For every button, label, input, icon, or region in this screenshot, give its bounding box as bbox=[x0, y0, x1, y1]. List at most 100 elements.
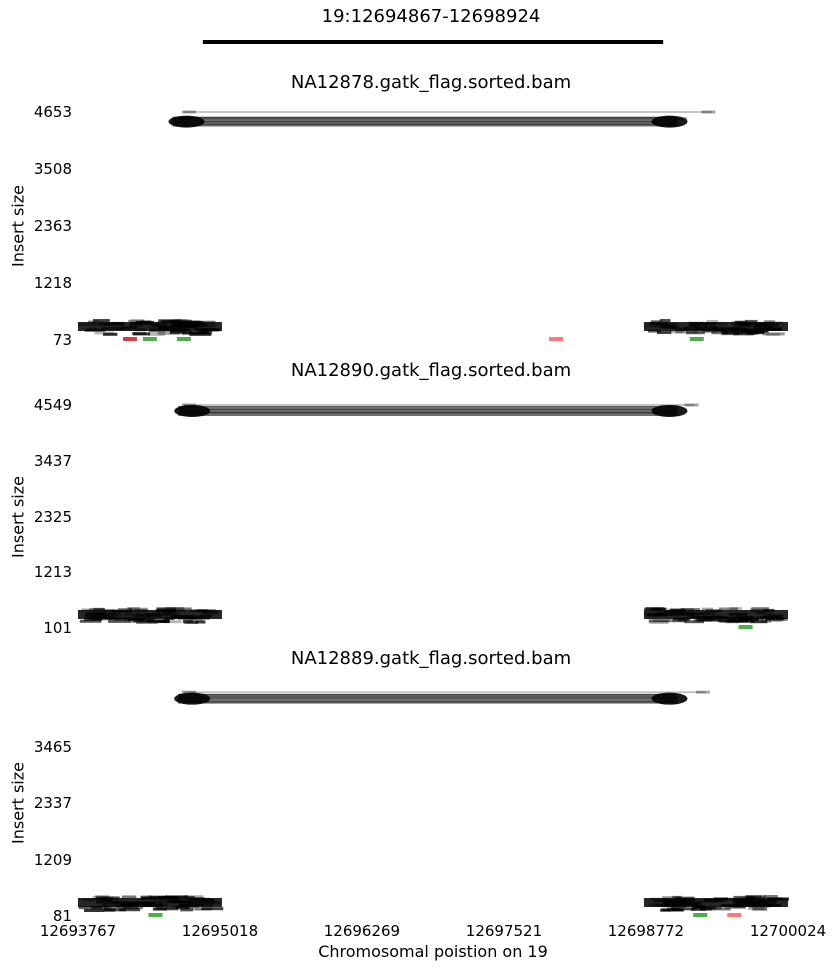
y-tick-label: 4549 bbox=[33, 396, 72, 414]
y-tick-label: 3437 bbox=[33, 451, 72, 470]
panel-title: NA12878.gatk_flag.sorted.bam bbox=[290, 72, 572, 93]
read-mark bbox=[128, 607, 148, 611]
read-mark bbox=[745, 319, 758, 323]
read-mark bbox=[92, 319, 110, 323]
y-tick-label: 3508 bbox=[33, 160, 72, 178]
read-mark bbox=[93, 607, 105, 611]
panel-title: NA12889.gatk_flag.sorted.bam bbox=[290, 648, 572, 669]
read-cluster bbox=[643, 322, 788, 331]
read-mark bbox=[701, 607, 714, 611]
read-mark bbox=[684, 620, 705, 624]
read-mark bbox=[83, 909, 105, 912]
read-mark bbox=[670, 330, 684, 334]
read-mark bbox=[92, 896, 109, 900]
read-mark bbox=[656, 330, 672, 334]
read-mark bbox=[161, 320, 178, 324]
read-mark bbox=[648, 329, 661, 333]
y-tick-label: 73 bbox=[52, 331, 72, 349]
read-mark bbox=[722, 331, 743, 335]
read-mark bbox=[746, 330, 764, 334]
read-cluster bbox=[78, 898, 222, 907]
read-mark bbox=[652, 619, 672, 623]
read-mark bbox=[90, 906, 112, 910]
read-pair-right-end bbox=[651, 115, 688, 128]
read-mark bbox=[659, 908, 672, 912]
read-mark bbox=[121, 895, 137, 899]
discordant-read bbox=[148, 913, 163, 917]
read-mark bbox=[79, 619, 102, 623]
read-mark bbox=[718, 619, 731, 623]
read-pair-right-end bbox=[651, 692, 688, 705]
read-mark bbox=[166, 907, 179, 911]
read-mark bbox=[152, 907, 167, 911]
discordant-read bbox=[176, 337, 191, 341]
y-tick-label: 1209 bbox=[33, 850, 72, 869]
read-cluster bbox=[78, 322, 222, 331]
read-mark bbox=[650, 607, 667, 611]
read-mark bbox=[695, 690, 710, 694]
read-mark bbox=[148, 332, 165, 336]
read-mark bbox=[94, 895, 110, 899]
read-mark bbox=[122, 906, 139, 910]
read-mark bbox=[700, 617, 716, 621]
read-mark bbox=[88, 320, 100, 324]
read-mark bbox=[749, 620, 768, 624]
panel-title: NA12890.gatk_flag.sorted.bam bbox=[290, 360, 572, 381]
read-mark bbox=[194, 620, 205, 624]
read-mark bbox=[175, 906, 190, 910]
read-mark bbox=[127, 607, 140, 611]
read-mark bbox=[140, 895, 152, 899]
y-axis-label: Insert size bbox=[8, 762, 28, 844]
read-mark bbox=[685, 331, 705, 335]
read-mark bbox=[765, 332, 780, 336]
read-mark bbox=[680, 608, 700, 612]
discordant-read bbox=[727, 913, 742, 917]
read-mark bbox=[706, 319, 718, 323]
x-axis-label: Chromosomal poistion on 19 bbox=[318, 942, 548, 961]
read-mark bbox=[117, 608, 133, 612]
discordant-read bbox=[549, 337, 564, 341]
read-mark bbox=[670, 608, 694, 612]
read-mark bbox=[148, 895, 167, 899]
read-mark bbox=[169, 319, 192, 323]
read-mark bbox=[711, 331, 728, 335]
read-mark bbox=[183, 618, 204, 622]
read-mark bbox=[130, 319, 145, 323]
read-mark bbox=[662, 896, 681, 900]
read-mark bbox=[728, 619, 744, 623]
read-mark bbox=[133, 332, 150, 336]
read-mark bbox=[176, 117, 191, 121]
read-mark bbox=[138, 617, 155, 621]
read-mark bbox=[156, 607, 176, 611]
y-tick-label: 101 bbox=[43, 619, 72, 637]
read-mark bbox=[715, 618, 736, 622]
read-mark bbox=[694, 330, 718, 334]
read-mark bbox=[169, 330, 193, 334]
y-tick-label: 81 bbox=[52, 907, 72, 925]
read-mark bbox=[752, 907, 768, 911]
read-mark bbox=[181, 110, 196, 114]
read-mark bbox=[103, 905, 126, 909]
read-mark bbox=[103, 908, 116, 912]
read-mark bbox=[183, 895, 204, 899]
x-tick-label: 12698772 bbox=[607, 922, 685, 940]
read-mark bbox=[155, 906, 179, 910]
x-tick-label: 12693767 bbox=[39, 922, 117, 940]
x-tick-label: 12697521 bbox=[465, 922, 543, 940]
region-title: 19:12694867-12698924 bbox=[321, 6, 541, 27]
read-mark bbox=[78, 906, 103, 910]
read-cluster bbox=[643, 898, 788, 907]
x-tick-label: 12700024 bbox=[749, 922, 827, 940]
read-mark bbox=[764, 617, 788, 621]
read-mark bbox=[163, 620, 182, 624]
discordant-read bbox=[738, 625, 753, 629]
read-pair-left-end bbox=[174, 692, 211, 705]
read-mark bbox=[649, 620, 669, 624]
read-mark bbox=[671, 907, 696, 911]
read-mark bbox=[181, 690, 196, 694]
read-mark bbox=[181, 331, 205, 335]
read-mark bbox=[733, 332, 754, 336]
read-mark bbox=[127, 319, 144, 323]
